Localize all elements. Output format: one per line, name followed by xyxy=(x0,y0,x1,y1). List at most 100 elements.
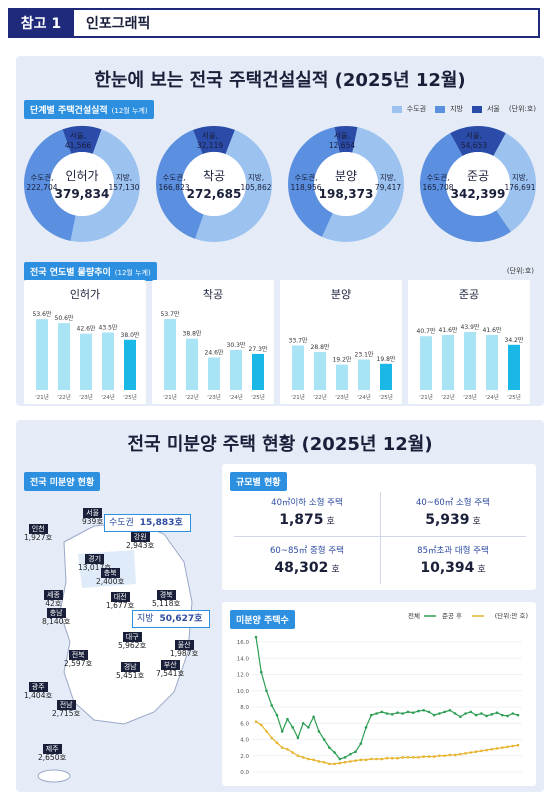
donut-slice-seoul xyxy=(62,126,102,154)
series-point xyxy=(359,758,363,762)
bar-value-label: 28.8만 xyxy=(311,343,330,351)
series-point xyxy=(453,753,457,757)
region-value: 1,404호 xyxy=(24,691,53,701)
bar-category-label: '25년 xyxy=(507,393,521,401)
region-15: 전남 2,715호 xyxy=(52,700,80,719)
trend-unit: (단위:호) xyxy=(506,267,534,275)
unsold-line-chart: 0.0 2.0 4.0 6.0 8.0 10.0 12.0 14.0 16.0 전체 준공 후 (단위… xyxy=(237,611,528,776)
series-point xyxy=(443,754,446,758)
line-badge: 미분양 주택수 xyxy=(230,610,295,629)
series-point xyxy=(301,756,305,759)
region-value: 5,962호 xyxy=(118,641,147,651)
size-card: 규모별 현황 40㎡이하 소형 주택 1,875 호 40~60㎡ 소형 주택 5,9… xyxy=(222,464,536,590)
legend-swatch-capital xyxy=(391,105,402,113)
donut-slice-seoul xyxy=(334,126,358,153)
series-point xyxy=(259,670,263,674)
series-point xyxy=(275,713,279,717)
series-point xyxy=(317,730,321,733)
donut-seoul-label: 서울, xyxy=(202,131,218,140)
series-point xyxy=(265,689,268,693)
bar xyxy=(124,339,136,390)
series-point xyxy=(459,715,462,719)
region-name: 광주 xyxy=(28,682,48,693)
series-point xyxy=(312,758,315,762)
unsold-panel: 전국 미분양 주택 현황 (2025년 12월) 전국 미분양 현황 서울 939… xyxy=(16,420,544,792)
y-tick-label: 6.0 xyxy=(240,721,249,727)
bar-value-label: 23.1만 xyxy=(355,350,374,358)
region-14: 광주 1,404호 xyxy=(24,682,52,701)
donut-capital-value: 165,708 xyxy=(422,183,453,192)
series-point xyxy=(312,715,315,719)
series-point xyxy=(490,747,494,751)
series-point xyxy=(333,762,336,766)
series-point xyxy=(411,756,415,759)
legend-label: 전체 xyxy=(408,611,420,620)
series-point xyxy=(280,730,284,733)
donut-legend: 수도권 지방 서울 (단위:호) xyxy=(391,104,536,114)
series-point xyxy=(474,750,478,753)
region-name: 경기 xyxy=(85,554,105,565)
series-point xyxy=(390,713,394,716)
bar-category-label: '23년 xyxy=(463,393,477,401)
donut-1: 착공 272,685 서울,32,119 수도권,166,823 지방,105,862 xyxy=(155,126,273,243)
series-point xyxy=(406,710,410,714)
donut-slice-capital xyxy=(70,129,141,242)
series-point xyxy=(427,710,431,714)
donut-name: 인허가 xyxy=(65,169,98,183)
bar xyxy=(102,332,114,390)
region-value: 2,943호 xyxy=(126,541,155,551)
series-point xyxy=(506,745,509,749)
region-5: 세종 42호 xyxy=(44,590,63,609)
donut-name: 준공 xyxy=(467,169,489,183)
series-point xyxy=(270,704,274,707)
region-8: 경북 5,118호 xyxy=(152,590,180,609)
map-badge: 전국 미분양 현황 xyxy=(24,472,101,491)
region-name: 서울 xyxy=(83,508,103,519)
bar-category-label: '24년 xyxy=(101,393,115,401)
series-point xyxy=(286,717,289,721)
region-13: 부산 7,541호 xyxy=(156,660,184,679)
region-12: 경남 5,451호 xyxy=(116,662,144,681)
bar-value-label: 33.7만 xyxy=(289,336,308,344)
region-name: 인천 xyxy=(28,524,48,535)
bar-value-label: 53.6만 xyxy=(33,310,52,318)
y-tick-label: 4.0 xyxy=(240,738,249,744)
series-point xyxy=(375,757,378,761)
region-3: 강원 2,943호 xyxy=(126,532,154,551)
size-cell: 60~85㎡ 중형 주택 48,302 호 xyxy=(270,546,344,576)
series-point xyxy=(474,713,478,717)
region-2: 경기 13,017호 xyxy=(78,554,111,573)
donut-slice-capital xyxy=(493,133,536,232)
donut-slice-local xyxy=(155,129,204,239)
region-1: 인천 1,927호 xyxy=(24,524,52,543)
region-name: 제주 xyxy=(42,744,62,755)
series-point xyxy=(307,726,310,729)
series-point xyxy=(270,736,274,740)
line-unit: (단위:만 호) xyxy=(495,611,528,620)
series-point xyxy=(422,755,425,758)
y-tick-label: 0.0 xyxy=(240,770,249,776)
donut-slice-local xyxy=(23,129,76,241)
region-name: 전남 xyxy=(56,700,76,711)
series-point xyxy=(390,756,394,760)
bar-value-label: 41.6만 xyxy=(483,326,502,334)
bar-category-label: '22년 xyxy=(313,393,327,401)
series-point xyxy=(411,711,415,714)
region-9: 대구 5,962호 xyxy=(118,632,146,651)
series-point xyxy=(417,756,420,759)
series-point xyxy=(328,762,331,766)
series-point xyxy=(280,746,284,749)
series-point xyxy=(359,742,363,745)
donut-capital-value: 222,704 xyxy=(26,183,57,192)
region-value: 5,451호 xyxy=(116,671,145,681)
bar-category-label: '24년 xyxy=(357,393,371,401)
bar xyxy=(464,331,476,390)
region-name: 대전 xyxy=(110,592,130,603)
region-value: 939호 xyxy=(82,517,104,527)
bar-chart-2: 분양 33.7만 '21년 28.8만 '22년 19.2만 '23년 23.1만 '24년 19… xyxy=(280,280,402,404)
bar-category-label: '22년 xyxy=(441,393,455,401)
series-point xyxy=(469,710,473,714)
bar-chart-0: 인허가 53.6만 '21년 50.6만 '22년 42.6만 '23년 43.5만 '24년 3… xyxy=(24,280,146,404)
bar-value-label: 19.2만 xyxy=(333,356,352,364)
donut-name: 착공 xyxy=(203,169,225,183)
